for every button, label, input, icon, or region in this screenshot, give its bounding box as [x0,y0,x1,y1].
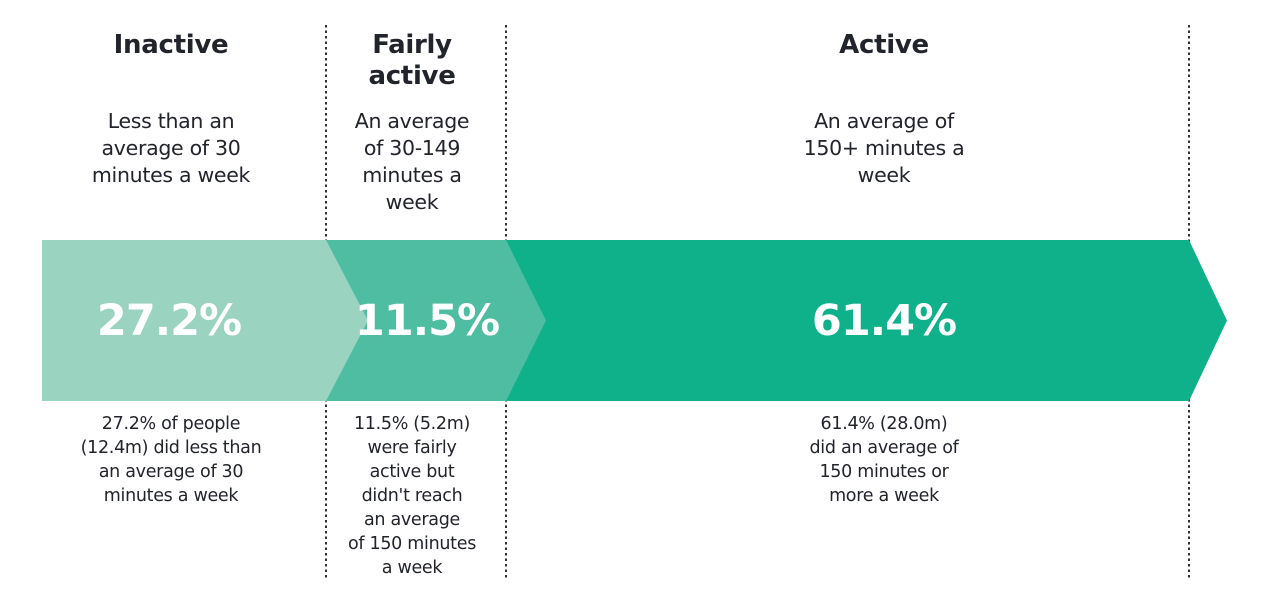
column-caption-fairly-active: 11.5% (5.2m) were fairly active but didn… [347,414,477,578]
column-subtitle-fairly-active: An average of 30-149 minutes a week [354,109,470,215]
arrow-segment-fairly-active [325,240,546,401]
column-subtitle-inactive: Less than an average of 30 minutes a wee… [91,109,251,188]
column-caption-active: 61.4% (28.0m) did an average of 150 minu… [809,414,959,506]
column-header-fairly-active: Fairly active [368,30,456,91]
percent-label-active: 61.4% [811,295,957,346]
percent-label-inactive: 27.2% [96,295,242,346]
arrow-band [42,240,1227,401]
column-caption-inactive: 27.2% of people (12.4m) did less than an… [80,414,262,506]
arrow-segment-active [505,240,1227,401]
column-header-active: Active [839,30,929,60]
column-header-inactive: Inactive [113,30,229,60]
arrow-segment-inactive [42,240,368,401]
percent-label-fairly-active: 11.5% [354,295,500,346]
column-subtitle-active: An average of 150+ minutes a week [803,109,965,188]
